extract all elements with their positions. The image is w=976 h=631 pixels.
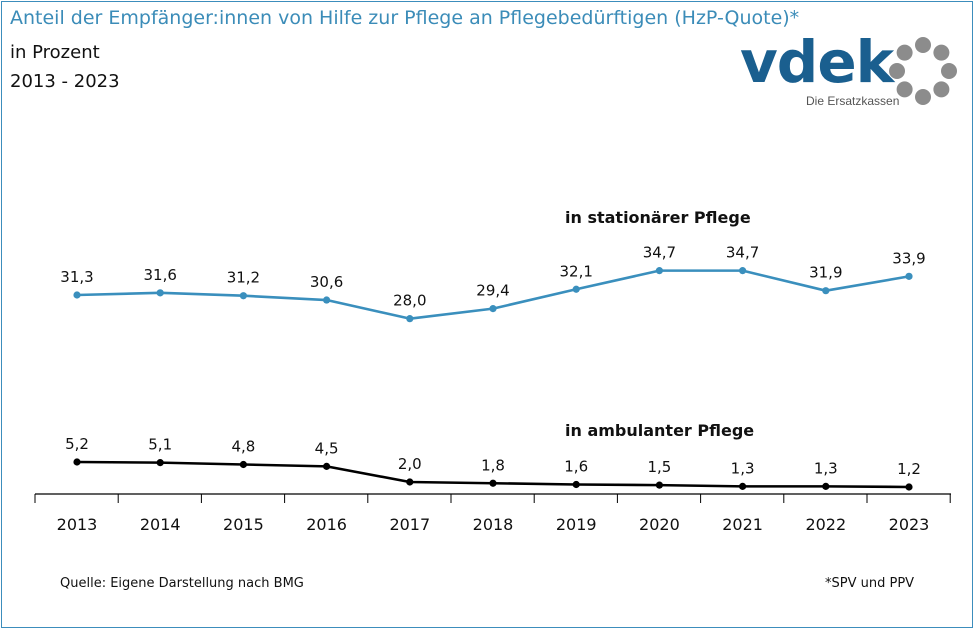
data-point-stationaer: [655, 267, 664, 275]
data-label-stationaer: 30,6: [310, 273, 343, 291]
data-label-stationaer: 31,2: [227, 269, 260, 287]
x-tick-label: 2023: [889, 515, 930, 534]
x-tick-label: 2015: [223, 515, 264, 534]
data-point-ambulant: [655, 481, 664, 489]
data-label-ambulant: 5,2: [65, 435, 89, 453]
data-point-ambulant: [73, 458, 81, 466]
logo-wordmark: vdek: [740, 28, 894, 96]
data-label-ambulant: 4,5: [315, 439, 339, 457]
data-label-stationaer: 28,0: [393, 292, 426, 310]
source-note: Quelle: Eigene Darstellung nach BMG: [60, 576, 304, 591]
data-label-ambulant: 2,0: [398, 455, 422, 473]
data-label-ambulant: 5,1: [148, 436, 172, 454]
data-point-ambulant: [156, 459, 164, 467]
chart-title: Anteil der Empfänger:innen von Hilfe zur…: [10, 7, 800, 29]
data-point-ambulant: [905, 483, 913, 491]
data-label-stationaer: 31,3: [60, 268, 93, 286]
x-tick-label: 2017: [389, 515, 430, 534]
logo-tagline: Die Ersatzkassen: [806, 94, 900, 108]
data-label-ambulant: 1,6: [564, 458, 588, 476]
data-label-stationaer: 31,6: [143, 266, 176, 284]
data-point-ambulant: [239, 460, 247, 469]
x-tick-label: 2016: [306, 515, 347, 534]
logo-dot: [941, 63, 957, 79]
logo-dot: [915, 89, 931, 105]
data-label-stationaer: 31,9: [809, 264, 842, 282]
x-tick-label: 2021: [722, 515, 763, 534]
data-point-stationaer: [822, 287, 830, 295]
ring-of-dots-icon: [889, 37, 957, 105]
data-label-ambulant: 1,2: [897, 460, 921, 478]
data-point-stationaer: [156, 289, 164, 297]
logo-dot: [896, 44, 913, 61]
series-label-stationaer: in stationärer Pflege: [565, 208, 751, 227]
data-label-stationaer: 33,9: [892, 249, 925, 267]
data-label-stationaer: 29,4: [476, 282, 509, 300]
vdek-logo: vdek Die Ersatzkassen: [740, 28, 965, 114]
data-label-stationaer: 34,7: [643, 244, 676, 262]
data-label-ambulant: 1,8: [481, 456, 505, 474]
data-point-ambulant: [489, 479, 497, 487]
logo-dot: [933, 44, 950, 61]
data-point-stationaer: [323, 296, 331, 304]
data-point-stationaer: [239, 292, 247, 300]
x-tick-label: 2014: [140, 515, 181, 534]
x-tick-label: 2022: [805, 515, 846, 534]
data-point-ambulant: [406, 478, 414, 486]
data-point-stationaer: [905, 272, 913, 280]
data-point-ambulant: [323, 462, 331, 470]
x-tick-label: 2013: [57, 515, 98, 534]
data-label-ambulant: 1,3: [731, 459, 755, 477]
chart-period: 2013 - 2023: [10, 71, 120, 92]
data-point-stationaer: [489, 305, 497, 313]
data-point-stationaer: [739, 267, 747, 275]
footnote: *SPV und PPV: [825, 576, 915, 591]
chart-subtitle: in Prozent: [10, 42, 100, 63]
logo-dot: [889, 63, 905, 79]
x-tick-label: 2019: [556, 515, 597, 534]
data-point-stationaer: [73, 291, 81, 299]
x-tick-label: 2020: [639, 515, 680, 534]
data-point-ambulant: [822, 482, 830, 490]
logo-dot: [915, 37, 931, 53]
x-tick-label: 2018: [473, 515, 514, 534]
data-point-stationaer: [572, 285, 580, 293]
data-label-stationaer: 32,1: [559, 262, 592, 280]
logo-dot: [933, 81, 950, 98]
logo-dot: [896, 81, 913, 98]
data-label-ambulant: 1,3: [814, 459, 838, 477]
data-point-stationaer: [406, 315, 414, 323]
data-point-ambulant: [739, 482, 747, 490]
data-point-ambulant: [572, 480, 580, 489]
data-label-ambulant: 4,8: [231, 438, 255, 456]
series-label-ambulant: in ambulanter Pflege: [565, 421, 754, 440]
data-label-ambulant: 1,5: [647, 458, 671, 476]
data-label-stationaer: 34,7: [726, 244, 759, 262]
